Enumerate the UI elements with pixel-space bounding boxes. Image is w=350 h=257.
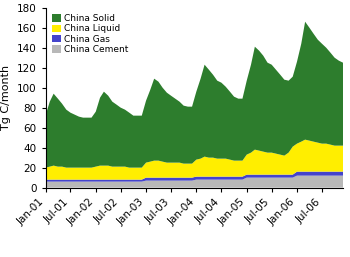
Y-axis label: Tg C/month: Tg C/month <box>1 65 11 130</box>
Legend: China Solid, China Liquid, China Gas, China Cement: China Solid, China Liquid, China Gas, Ch… <box>50 12 131 56</box>
